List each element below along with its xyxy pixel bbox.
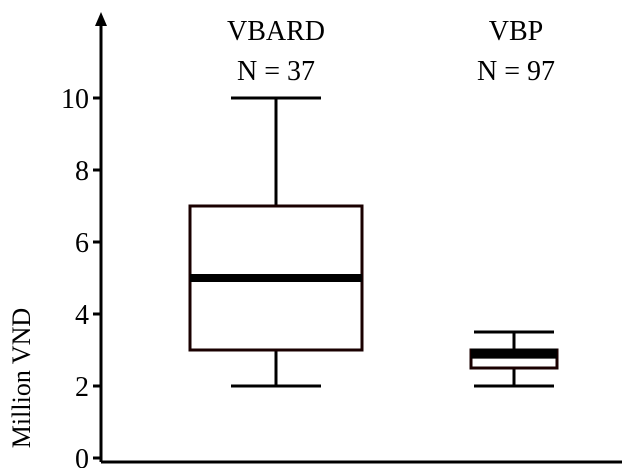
y-axis-label: Million VND — [7, 308, 36, 448]
y-tick-label-3: 6 — [75, 228, 89, 259]
y-tick-label-2: 4 — [75, 300, 89, 331]
group-name-0: VBARD — [227, 16, 325, 47]
y-tick-label-0: 0 — [75, 444, 89, 468]
y-tick-label-4: 8 — [75, 156, 89, 187]
y-tick-label-5: 10 — [61, 84, 89, 115]
y-axis-arrow — [95, 12, 107, 26]
y-tick-label-1: 2 — [75, 372, 89, 403]
group-name-1: VBP — [489, 16, 543, 47]
y-ticks: 0 2 4 6 8 10 — [61, 84, 101, 468]
y-axis — [95, 12, 107, 462]
boxes — [188, 96, 559, 388]
group-n-label-0: N = 37 — [237, 56, 315, 87]
group-headers: VBARD N = 37 VBP N = 97 — [227, 16, 555, 87]
group-n-label-1: N = 97 — [477, 56, 555, 87]
box-group-vbard — [188, 96, 364, 388]
box-group-vbp — [469, 330, 559, 388]
